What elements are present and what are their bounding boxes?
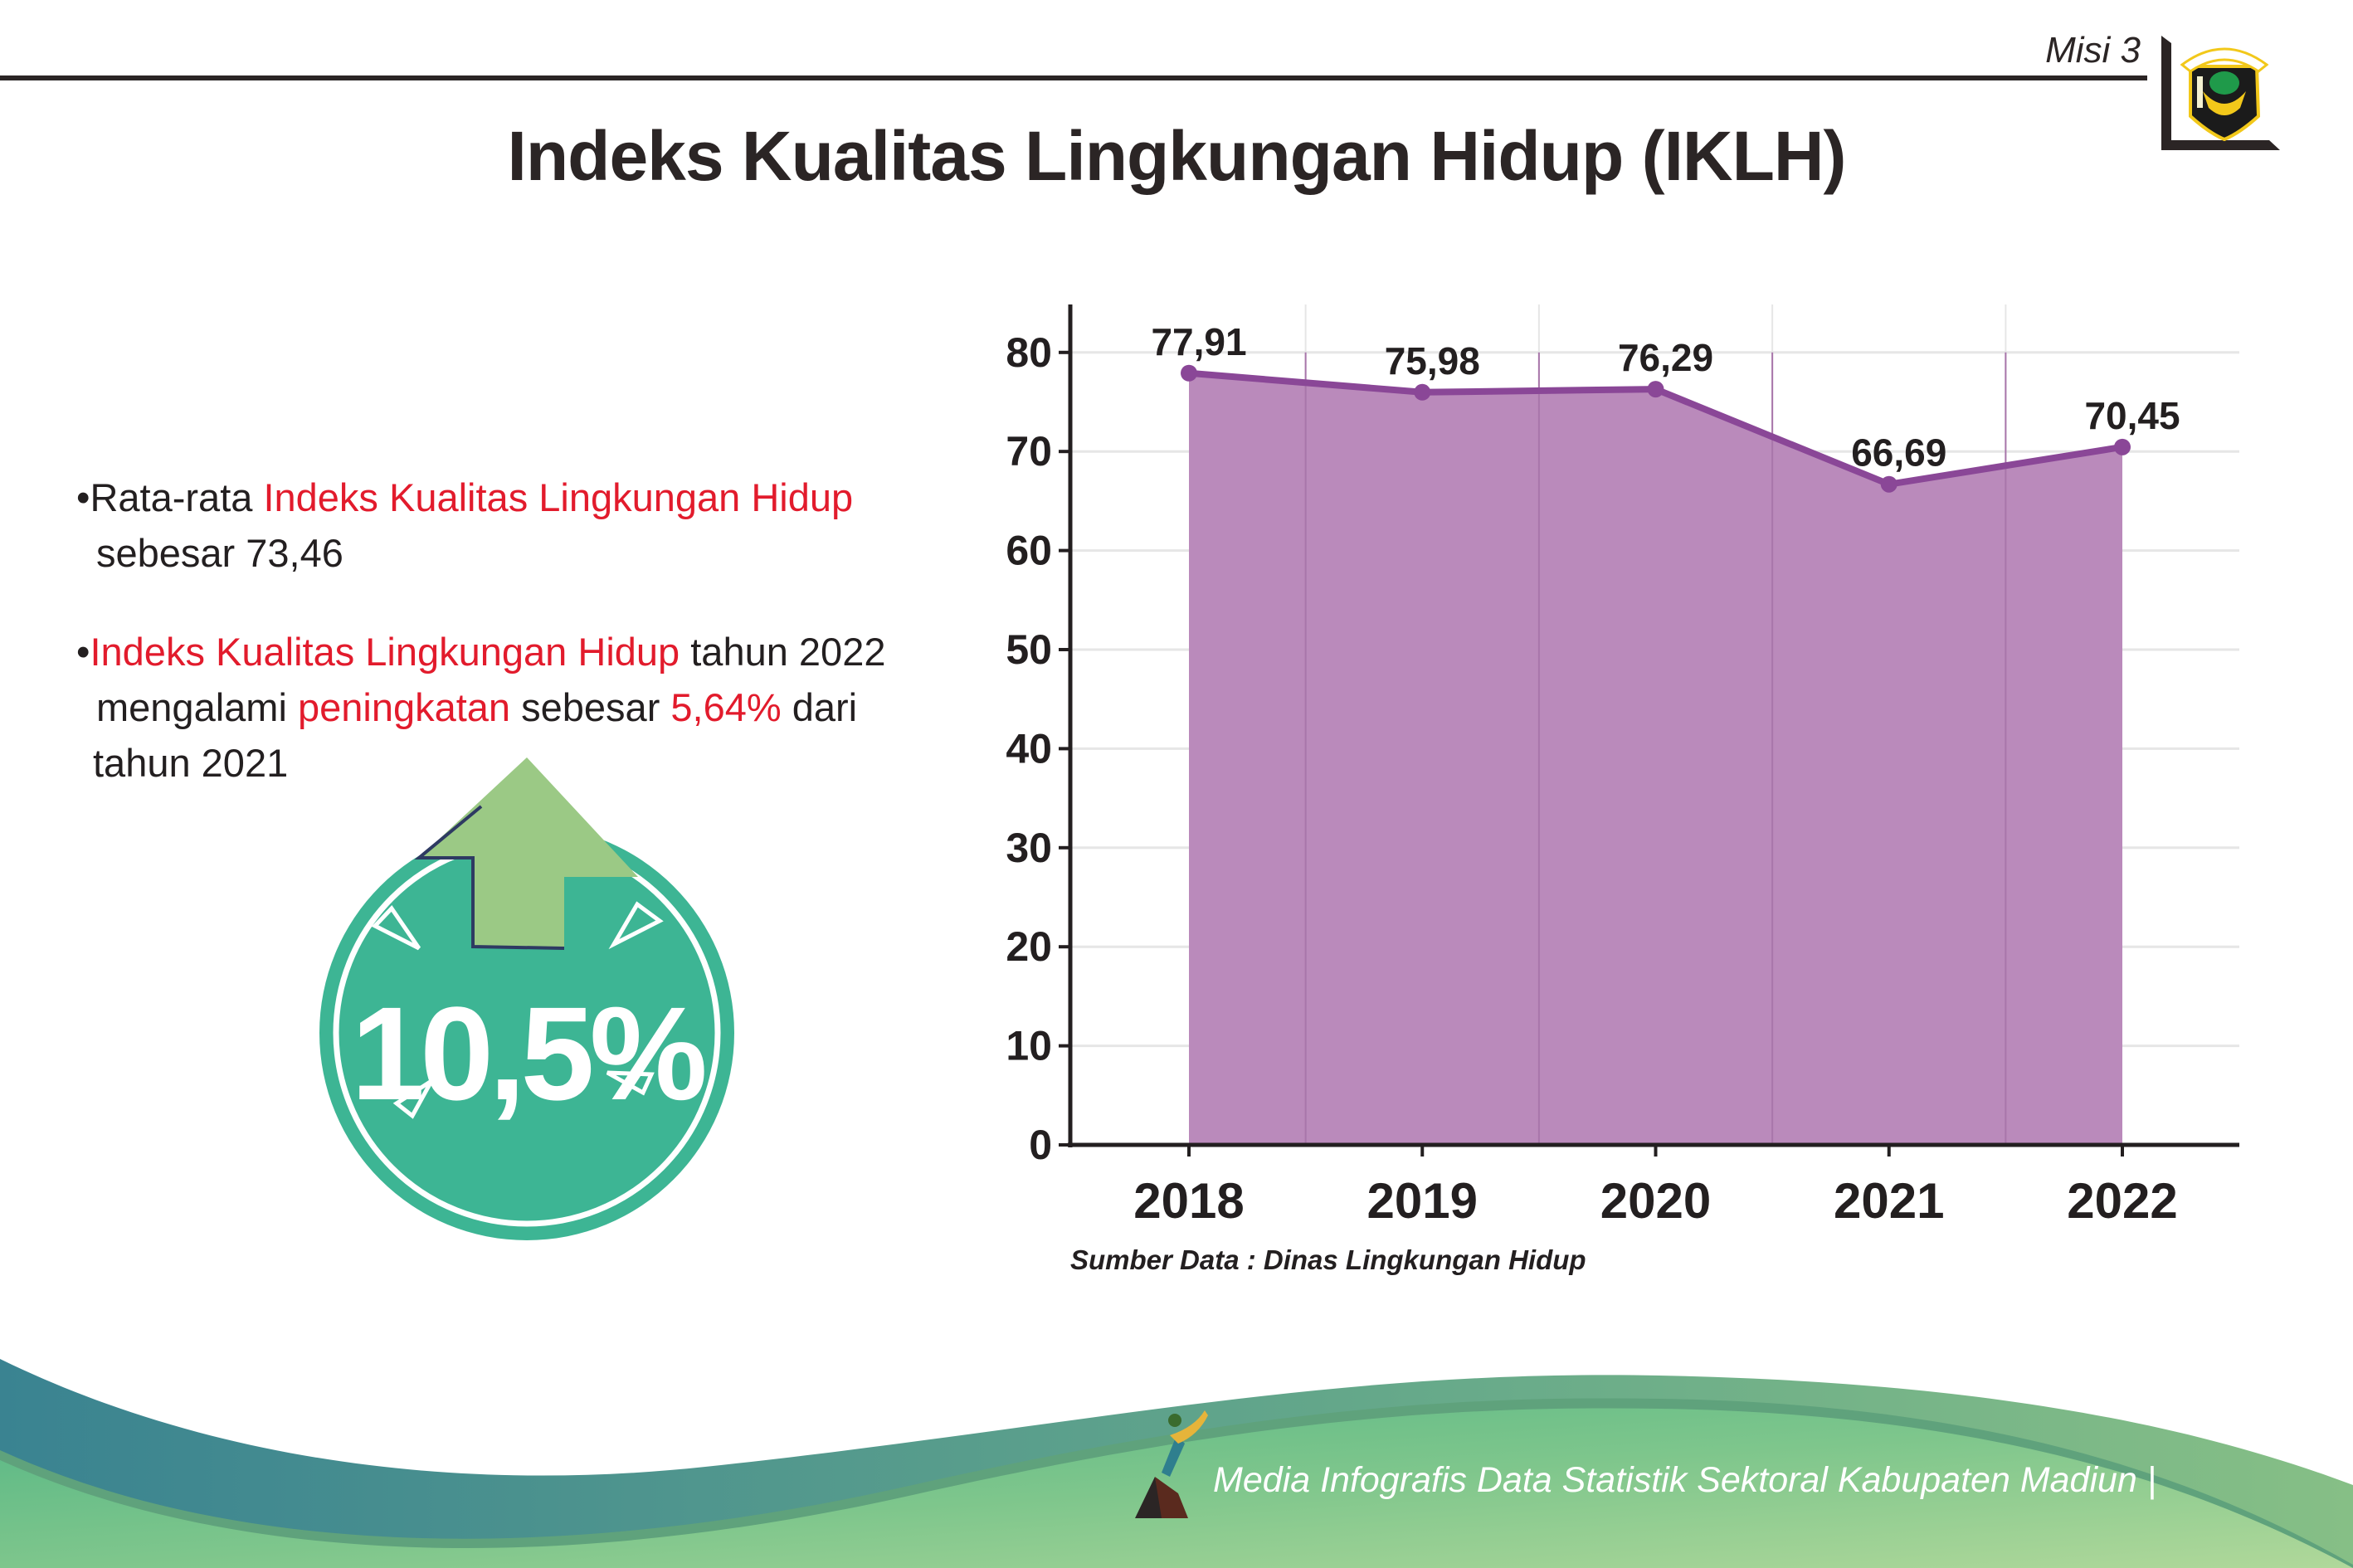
bullet-highlight: Indeks Kualitas Lingkungan Hidup bbox=[90, 630, 680, 674]
bullet-text: sebesar bbox=[510, 685, 671, 729]
x-tick-label: 2021 bbox=[1834, 1173, 1944, 1229]
bullet-dot: • bbox=[76, 475, 90, 519]
data-source: Sumber Data : Dinas Lingkungan Hidup bbox=[1070, 1244, 1586, 1275]
summary-bullet-change: •Indeks Kualitas Lingkungan Hidup tahun … bbox=[76, 624, 923, 791]
sparkle-triangles bbox=[371, 901, 664, 1119]
kabupaten-madiun-logo bbox=[2180, 47, 2269, 142]
y-tick-label: 80 bbox=[1006, 329, 1052, 376]
page-title: Indeks Kualitas Lingkungan Hidup (IKLH) bbox=[507, 117, 1846, 195]
mission-label: Misi 3 bbox=[2045, 30, 2141, 71]
bullet-text: mengalami bbox=[96, 685, 298, 729]
area-fill bbox=[1189, 373, 2122, 1145]
y-tick-label: 20 bbox=[1006, 923, 1052, 970]
header-rule bbox=[0, 75, 2147, 80]
data-label: 76,29 bbox=[1618, 336, 1713, 379]
x-tick-label: 2019 bbox=[1367, 1173, 1478, 1229]
bullet-text: Rata-rata bbox=[90, 475, 264, 519]
x-tick-label: 2022 bbox=[2067, 1173, 2177, 1229]
y-tick-label: 0 bbox=[1029, 1122, 1052, 1168]
badge-value: 10,5% bbox=[351, 979, 708, 1127]
bullet-dot: • bbox=[76, 630, 90, 674]
y-tick-label: 40 bbox=[1006, 725, 1052, 772]
y-tick-label: 50 bbox=[1006, 626, 1052, 673]
data-label: 66,69 bbox=[1851, 431, 1946, 475]
data-point bbox=[1181, 364, 1197, 382]
increase-badge bbox=[319, 757, 734, 1240]
x-tick-label: 2020 bbox=[1600, 1173, 1711, 1229]
bullet-highlight: peningkatan bbox=[297, 685, 511, 729]
bullet-text: dari bbox=[781, 685, 858, 729]
footer-wave-front bbox=[0, 1408, 2353, 1568]
data-label: 70,45 bbox=[2084, 394, 2180, 437]
x-tick-label: 2018 bbox=[1133, 1173, 1244, 1229]
y-tick-label: 60 bbox=[1006, 528, 1052, 574]
bullet-text: tahun 2022 bbox=[680, 630, 886, 674]
data-label: 77,91 bbox=[1151, 320, 1246, 363]
data-point bbox=[1414, 383, 1431, 401]
y-tick-label: 10 bbox=[1006, 1023, 1052, 1069]
bullet-highlight: 5,64% bbox=[670, 685, 782, 729]
data-label: 75,98 bbox=[1385, 339, 1480, 382]
summary-bullet-average: •Rata-rata Indeks Kualitas Lingkungan Hi… bbox=[76, 470, 923, 581]
bullet-text: sebesar 73,46 bbox=[96, 531, 343, 575]
data-point bbox=[2114, 438, 2131, 455]
media-infografis-logo bbox=[1135, 1410, 1208, 1518]
bullet-highlight: Indeks Kualitas Lingkungan Hidup bbox=[263, 475, 854, 519]
y-tick-label: 30 bbox=[1006, 825, 1052, 871]
y-tick-label: 70 bbox=[1006, 428, 1052, 475]
data-point bbox=[1647, 381, 1664, 398]
iklh-area-chart: 77,91 75,98 76,29 66,69 70,45 0 10 20 30 40 50 60 70… bbox=[1006, 304, 2239, 1229]
bullet-text: tahun 2021 bbox=[93, 741, 289, 785]
data-point bbox=[1880, 475, 1898, 493]
footer-caption: Media Infografis Data Statistik Sektoral… bbox=[1213, 1460, 2156, 1500]
